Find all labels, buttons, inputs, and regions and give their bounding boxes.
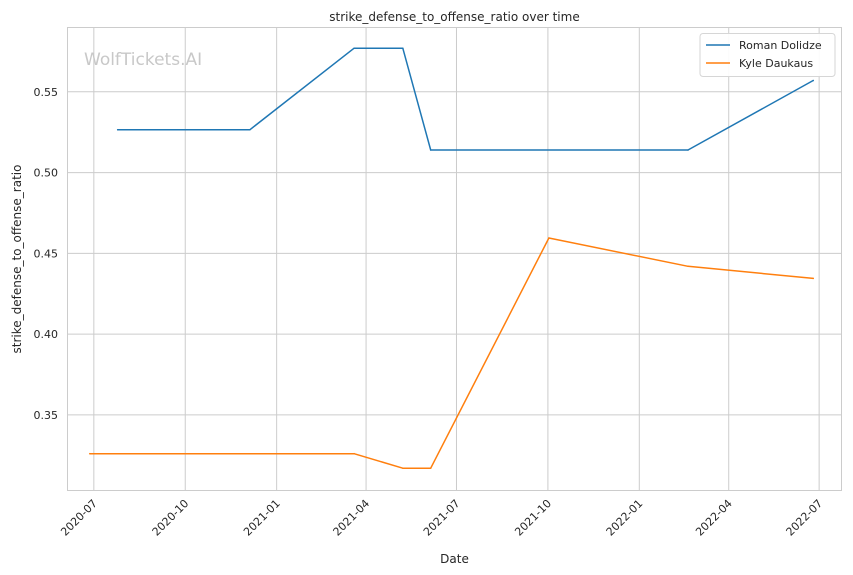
grid-lines <box>68 28 841 490</box>
data-point <box>353 47 355 49</box>
y-tick-label: 0.55 <box>34 86 59 99</box>
legend-label: Roman Dolidze <box>739 39 822 52</box>
y-tick-label: 0.50 <box>34 167 59 180</box>
data-point <box>429 467 432 469</box>
data-point <box>687 149 689 151</box>
y-tick-label: 0.35 <box>34 409 59 422</box>
data-point <box>812 79 814 82</box>
y-tick-label: 0.40 <box>34 328 59 341</box>
y-tick-labels: 0.35 0.40 0.45 0.50 0.55 <box>34 86 59 422</box>
legend-box <box>699 33 836 77</box>
legend-label: Kyle Daukaus <box>739 57 813 70</box>
data-point <box>812 277 814 280</box>
series-layer <box>89 47 814 469</box>
data-point <box>116 129 119 131</box>
y-axis-title: strike_defense_to_offense_ratio <box>10 165 24 354</box>
plot-frame <box>67 27 842 491</box>
y-tick-label: 0.45 <box>34 247 59 260</box>
data-point <box>353 452 355 455</box>
data-point <box>402 467 404 469</box>
data-point <box>249 129 251 131</box>
x-axis-title: Date <box>440 552 469 566</box>
data-point <box>402 47 404 49</box>
data-point <box>548 237 550 239</box>
data-point <box>89 452 91 455</box>
data-point <box>429 149 432 151</box>
chart-title: strike_defense_to_offense_ratio over tim… <box>329 10 579 24</box>
legend: Roman Dolidze Kyle Daukaus <box>699 33 836 77</box>
data-point <box>687 265 689 268</box>
watermark: WolfTickets.AI <box>84 50 202 70</box>
